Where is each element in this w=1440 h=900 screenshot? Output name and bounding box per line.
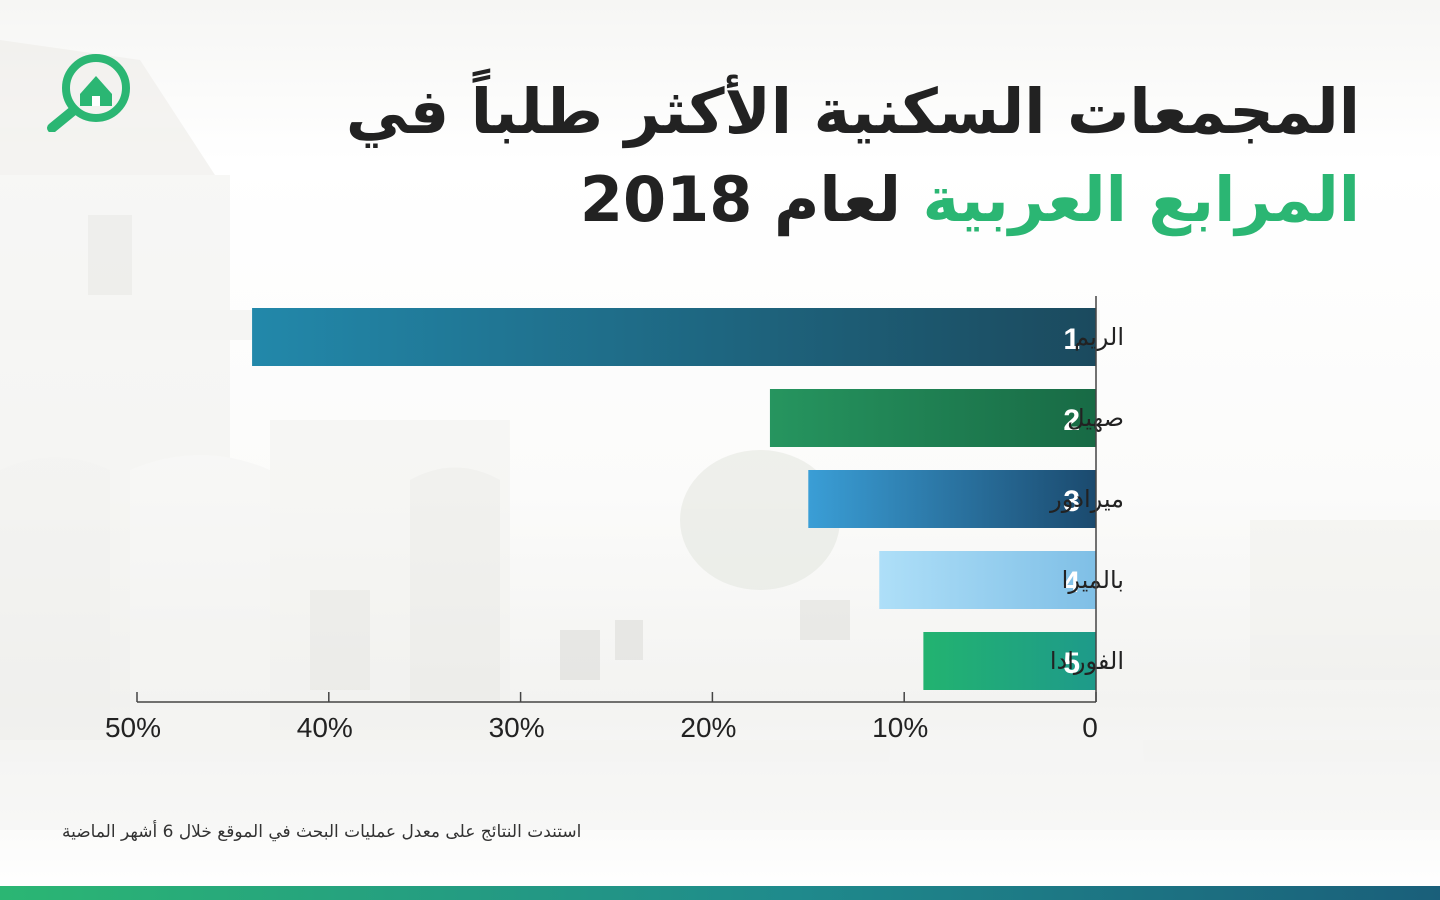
x-tick-label: 30% [489, 712, 545, 743]
title-line-1: المجمعات السكنية الأكثر طلباً في [345, 75, 1360, 148]
bar-rank-label: 5 [1063, 647, 1080, 680]
x-tick-label: 10% [872, 712, 928, 743]
bar-rank-label: 1 [1063, 323, 1080, 356]
page-title: المجمعات السكنية الأكثر طلباً في المرابع… [260, 68, 1360, 244]
bar-5 [923, 632, 1096, 690]
home-search-icon [47, 54, 130, 133]
logo [44, 52, 140, 133]
bottom-accent-bar [0, 886, 1440, 900]
bar-rank-label: 2 [1063, 404, 1080, 437]
category-label: بالميرا [1062, 566, 1124, 594]
bar-rank-label: 3 [1063, 485, 1080, 518]
footnote: استندت النتائج على معدل عمليات البحث في … [62, 822, 582, 842]
bar-2 [769, 389, 1096, 447]
bar-rank-label: 4 [1063, 566, 1080, 599]
category-label: الفورادا [1050, 647, 1124, 675]
title-year: لعام 2018 [579, 163, 901, 236]
category-label: الريم [1074, 323, 1124, 351]
bar-3 [808, 470, 1096, 528]
title-line-2: المرابع العربية لعام 2018 [260, 156, 1360, 244]
x-tick-label: 40% [297, 712, 353, 743]
x-tick-label: 0 [1082, 712, 1098, 743]
title-highlight: المرابع العربية [922, 163, 1360, 236]
category-label: ميرادور [1049, 485, 1124, 513]
x-tick-label: 50% [105, 712, 161, 743]
bar-4 [879, 551, 1096, 609]
x-tick-label: 20% [680, 712, 736, 743]
bar-1 [252, 308, 1096, 366]
